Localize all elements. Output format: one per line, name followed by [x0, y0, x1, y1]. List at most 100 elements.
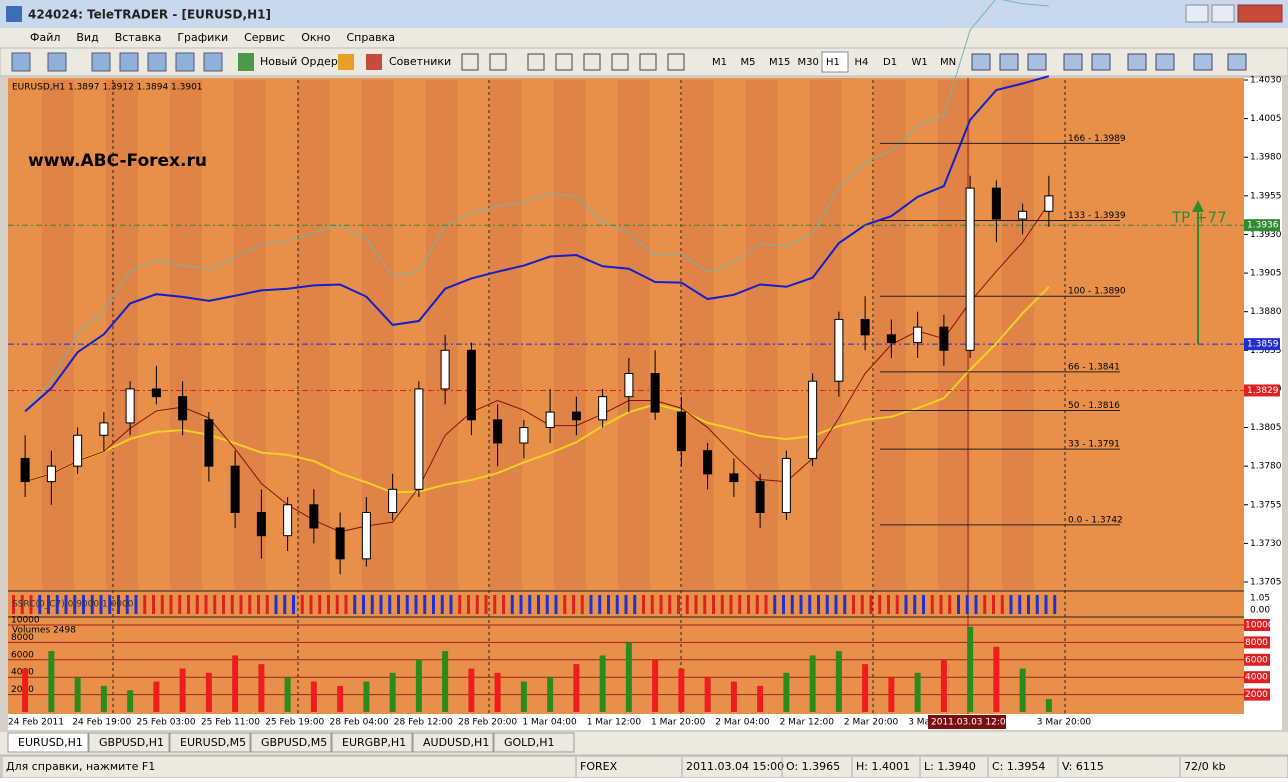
signal-bar — [125, 595, 129, 614]
candle-body — [834, 318, 844, 382]
signal-bar — [790, 595, 794, 614]
signal-bar — [257, 595, 260, 614]
tool-icon[interactable] — [489, 53, 507, 71]
timeframe-button[interactable]: D1 — [883, 57, 897, 68]
signal-bar — [528, 595, 532, 614]
tool-icon[interactable] — [338, 54, 354, 70]
tool-icon[interactable] — [1155, 53, 1175, 71]
tool-icon[interactable] — [1227, 53, 1247, 71]
chart-tab[interactable] — [412, 732, 494, 753]
candle-body — [703, 450, 713, 475]
chart-tab[interactable] — [169, 732, 251, 753]
volume-tick-label: 10000 — [11, 616, 40, 626]
tool-icon[interactable] — [583, 53, 601, 71]
chart-tab-label[interactable]: GOLD,H1 — [504, 736, 555, 749]
time-label: 1 Mar 20:00 — [651, 718, 706, 728]
timeframe-button[interactable]: M1 — [712, 57, 727, 68]
signal-bar — [370, 595, 374, 614]
close[interactable] — [1237, 4, 1283, 23]
tool-icon[interactable] — [667, 53, 685, 71]
menu-item[interactable]: Вставка — [115, 31, 162, 44]
indicator-line — [24, 203, 1050, 533]
tool-icon[interactable] — [11, 52, 31, 72]
signal-bar — [782, 595, 785, 614]
chart-tab-label[interactable]: AUDUSD,H1 — [423, 736, 489, 749]
timeframe-button[interactable]: H4 — [855, 57, 869, 68]
signal-bar — [64, 595, 68, 614]
chart-tab[interactable] — [88, 732, 170, 753]
tool-icon[interactable] — [527, 53, 545, 71]
session-stripe — [618, 80, 650, 590]
volume-tick-box — [1244, 653, 1270, 666]
new-order-button[interactable]: Новый Ордер — [260, 55, 338, 68]
tool-icon[interactable] — [611, 53, 629, 71]
signal-bar — [852, 595, 855, 614]
tool-icon[interactable] — [175, 52, 195, 72]
tool-icon[interactable] — [147, 52, 167, 72]
tool-icon[interactable] — [971, 53, 991, 71]
menu-item[interactable]: Сервис — [244, 31, 285, 44]
timeframe-button[interactable]: M5 — [741, 57, 756, 68]
indicator-tick: 1.05 — [1250, 594, 1270, 604]
tool-icon[interactable] — [1193, 53, 1213, 71]
chart-tab[interactable] — [250, 732, 332, 753]
app-icon — [6, 6, 22, 22]
signal-bar — [187, 595, 190, 614]
maximize[interactable] — [1211, 4, 1235, 23]
tool-icon[interactable] — [1127, 53, 1147, 71]
chart-tab[interactable] — [7, 732, 89, 753]
tool-icon[interactable] — [119, 52, 139, 72]
menu-item[interactable]: Окно — [301, 31, 330, 44]
time-label: 1 Mar 12:00 — [587, 718, 642, 728]
candle-body — [598, 396, 608, 421]
candle-body — [466, 349, 476, 421]
timeframe-button[interactable]: H1 — [826, 57, 840, 68]
signal-bar — [773, 595, 777, 614]
chart-tab-label[interactable]: EURUSD,M5 — [180, 736, 246, 749]
signal-bar — [764, 595, 768, 614]
tool-icon[interactable] — [1091, 53, 1111, 71]
tool-icon[interactable] — [639, 53, 657, 71]
signal-bar — [747, 595, 750, 614]
tool-icon[interactable] — [1063, 53, 1083, 71]
tool-icon[interactable] — [366, 54, 382, 70]
signal-bar — [12, 595, 15, 614]
price-tick-label: 1.4005 — [1250, 114, 1282, 124]
timeframe-button[interactable]: M30 — [798, 57, 819, 68]
chart-tab-label[interactable]: GBPUSD,H1 — [99, 736, 164, 749]
tool-icon[interactable] — [1027, 53, 1047, 71]
time-highlight-box — [928, 715, 1006, 729]
menu-item[interactable]: Графики — [177, 31, 228, 44]
minimize[interactable] — [1185, 4, 1209, 23]
tool-icon[interactable] — [555, 53, 573, 71]
signal-bar — [913, 595, 917, 614]
timeframe-button[interactable]: MN — [940, 57, 956, 68]
tool-icon[interactable] — [999, 53, 1019, 71]
advisors-button[interactable]: Советники — [389, 55, 451, 68]
fib-label: 100 - 1.3890 — [1068, 287, 1126, 297]
status-profile: FOREX — [580, 760, 618, 773]
time-label: 3 Mar 20:00 — [1037, 718, 1092, 728]
menu-item[interactable]: Справка — [346, 31, 394, 44]
chart-tab-label[interactable]: EURUSD,H1 — [18, 736, 83, 749]
chart-tab[interactable] — [331, 732, 413, 753]
candle-body — [755, 481, 765, 513]
chart-tab-label[interactable]: EURGBP,H1 — [342, 736, 406, 749]
tool-icon[interactable] — [91, 52, 111, 72]
tool-icon[interactable] — [203, 52, 223, 72]
tool-icon[interactable] — [47, 52, 67, 72]
volume-bar — [599, 655, 606, 712]
tool-icon[interactable] — [461, 53, 479, 71]
menu-item[interactable]: Вид — [76, 31, 99, 44]
indicator-line — [24, 75, 1050, 413]
candle-body — [1044, 195, 1054, 212]
timeframe-button[interactable]: W1 — [912, 57, 928, 68]
menu-item[interactable]: Файл — [30, 31, 60, 44]
chart-tab-label[interactable]: GBPUSD,M5 — [261, 736, 327, 749]
volume-bar — [48, 651, 55, 712]
signal-bar — [834, 595, 838, 614]
chart-tab[interactable] — [493, 732, 575, 753]
timeframe-button[interactable]: M15 — [769, 57, 790, 68]
volume-bar — [442, 651, 449, 712]
tool-icon[interactable] — [238, 53, 254, 71]
